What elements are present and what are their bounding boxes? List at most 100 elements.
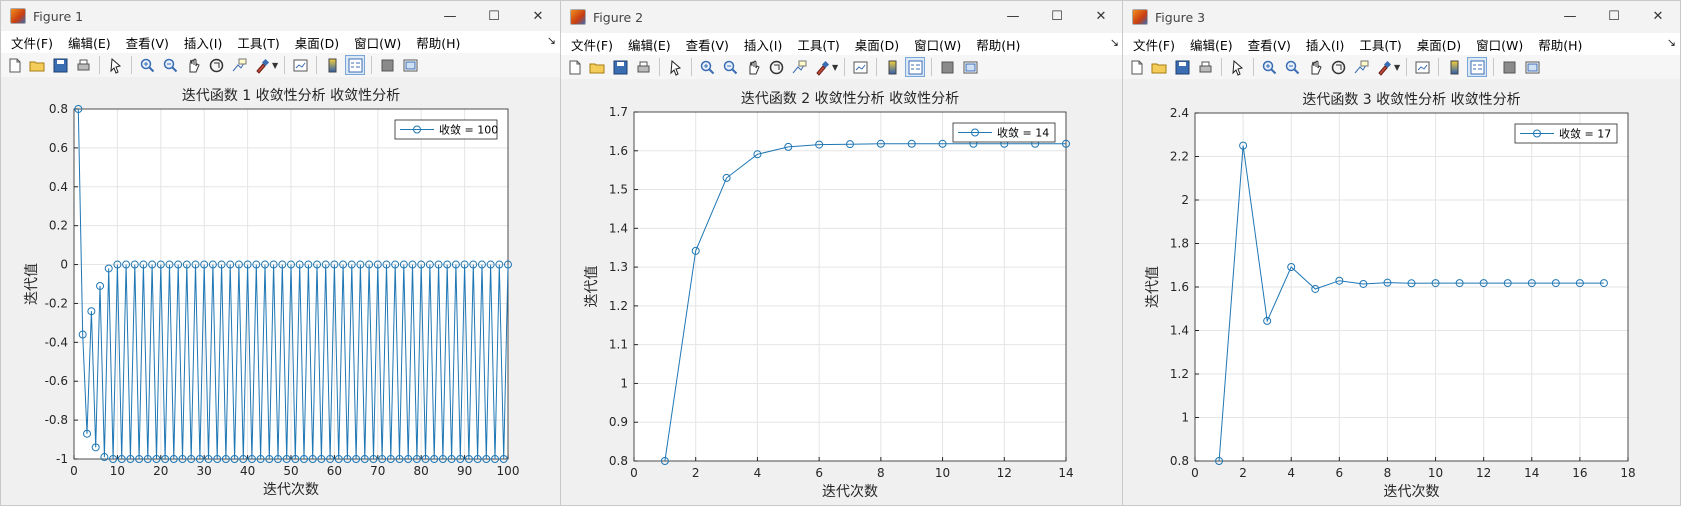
show-plot-tools-icon[interactable]	[400, 55, 420, 75]
menu-item[interactable]: 工具(T)	[1359, 37, 1402, 53]
data-cursor-icon[interactable]	[1351, 57, 1371, 77]
menu-item[interactable]: 编辑(E)	[1189, 37, 1233, 53]
colorbar-icon[interactable]	[882, 57, 902, 77]
brush-icon[interactable]	[1374, 57, 1394, 77]
data-cursor-icon[interactable]	[229, 55, 249, 75]
brush-icon[interactable]	[252, 55, 272, 75]
menu-item[interactable]: 查看(V)	[125, 35, 169, 51]
pointer-icon[interactable]	[665, 57, 685, 77]
close-button[interactable]: ✕	[1095, 8, 1107, 24]
zoom-out-icon[interactable]	[160, 55, 180, 75]
figure-canvas[interactable]: 0 2 4 6 8 10 12 14 0.8 0.9 1 1.1 1.2 1.3 1.4 1.5 1.6 1.7 迭…	[561, 79, 1123, 505]
menu-item[interactable]: 插入(I)	[183, 35, 223, 51]
menu-item[interactable]: 工具(T)	[797, 37, 840, 53]
menu-item[interactable]: 窗口(W)	[914, 37, 962, 53]
zoom-out-icon[interactable]	[720, 57, 740, 77]
close-button[interactable]: ✕	[532, 8, 544, 24]
convergence-chart[interactable]: 0 10 20 30 40 50 60 70 80 90 100 -1 -0.8 -0.6 -0.4 -0.2…	[1, 77, 561, 506]
print-icon[interactable]	[73, 55, 93, 75]
legend-icon[interactable]	[1467, 57, 1488, 77]
legend-icon[interactable]	[345, 55, 366, 75]
legend[interactable]: 收敛 = 14	[952, 122, 1056, 143]
hide-plot-tools-icon[interactable]	[377, 55, 397, 75]
new-figure-icon[interactable]	[564, 57, 584, 77]
maximize-button[interactable]: ☐	[1051, 8, 1063, 24]
title-bar[interactable]: Figure 1 — ☐ ✕	[1, 1, 560, 31]
zoom-in-icon[interactable]	[137, 55, 157, 75]
menu-item[interactable]: 文件(F)	[571, 37, 613, 53]
dropdown-arrow-icon[interactable]: ▼	[1394, 62, 1401, 72]
minimize-button[interactable]: —	[1563, 8, 1577, 24]
colorbar-icon[interactable]	[322, 55, 342, 75]
menu-item[interactable]: 桌面(D)	[854, 37, 900, 53]
menu-item[interactable]: 插入(I)	[743, 37, 783, 53]
plot-area[interactable]	[634, 112, 1066, 461]
print-icon[interactable]	[633, 57, 653, 77]
convergence-chart[interactable]: 0 2 4 6 8 10 12 14 0.8 0.9 1 1.1 1.2 1.3 1.4 1.5 1.6 1.7 迭…	[561, 79, 1124, 506]
zoom-in-icon[interactable]	[1259, 57, 1279, 77]
menu-item[interactable]: 窗口(W)	[354, 35, 402, 51]
save-icon[interactable]	[1172, 57, 1192, 77]
legend-icon[interactable]	[905, 57, 926, 77]
zoom-out-icon[interactable]	[1282, 57, 1302, 77]
menu-item[interactable]: 帮助(H)	[416, 35, 461, 51]
maximize-button[interactable]: ☐	[1608, 8, 1620, 24]
zoom-in-icon[interactable]	[697, 57, 717, 77]
show-plot-tools-icon[interactable]	[1522, 57, 1542, 77]
rotate-3d-icon[interactable]	[766, 57, 786, 77]
pan-icon[interactable]	[183, 55, 203, 75]
maximize-button[interactable]: ☐	[488, 8, 500, 24]
menu-item[interactable]: 编辑(E)	[627, 37, 671, 53]
menu-item[interactable]: 查看(V)	[1247, 37, 1291, 53]
close-button[interactable]: ✕	[1652, 8, 1664, 24]
pointer-icon[interactable]	[1227, 57, 1247, 77]
show-plot-tools-icon[interactable]	[960, 57, 980, 77]
new-figure-icon[interactable]	[4, 55, 24, 75]
open-file-icon[interactable]	[587, 57, 607, 77]
open-file-icon[interactable]	[27, 55, 47, 75]
minimize-button[interactable]: —	[443, 8, 457, 24]
open-file-icon[interactable]	[1149, 57, 1169, 77]
menu-overflow-arrow-icon[interactable]: ↘	[1109, 36, 1119, 49]
rotate-3d-icon[interactable]	[1328, 57, 1348, 77]
menu-overflow-arrow-icon[interactable]: ↘	[1666, 36, 1676, 49]
hide-plot-tools-icon[interactable]	[937, 57, 957, 77]
dropdown-arrow-icon[interactable]: ▼	[832, 62, 839, 72]
link-plot-icon[interactable]	[850, 57, 870, 77]
menu-item[interactable]: 窗口(W)	[1476, 37, 1524, 53]
figure-canvas[interactable]: 0 2 4 6 8 10 12 14 16 18 0.8 1 1.2 1.4 1.6 1.8 2 2.2 2.4 迭代…	[1123, 79, 1680, 505]
rotate-3d-icon[interactable]	[206, 55, 226, 75]
link-plot-icon[interactable]	[1412, 57, 1432, 77]
print-icon[interactable]	[1195, 57, 1215, 77]
pan-icon[interactable]	[743, 57, 763, 77]
save-icon[interactable]	[50, 55, 70, 75]
hide-plot-tools-icon[interactable]	[1499, 57, 1519, 77]
menu-item[interactable]: 帮助(H)	[976, 37, 1021, 53]
menu-item[interactable]: 桌面(D)	[294, 35, 340, 51]
colorbar-icon[interactable]	[1444, 57, 1464, 77]
menu-item[interactable]: 文件(F)	[1133, 37, 1175, 53]
legend[interactable]: 收敛 = 100	[394, 119, 498, 140]
dropdown-arrow-icon[interactable]: ▼	[272, 60, 279, 70]
legend[interactable]: 收敛 = 17	[1514, 123, 1618, 144]
title-bar[interactable]: Figure 3 — ☐ ✕	[1123, 1, 1680, 33]
convergence-chart[interactable]: 0 2 4 6 8 10 12 14 16 18 0.8 1 1.2 1.4 1.6 1.8 2 2.2 2.4 迭代…	[1123, 79, 1681, 506]
data-cursor-icon[interactable]	[789, 57, 809, 77]
save-icon[interactable]	[610, 57, 630, 77]
menu-item[interactable]: 帮助(H)	[1538, 37, 1583, 53]
menu-item[interactable]: 桌面(D)	[1416, 37, 1462, 53]
menu-item[interactable]: 文件(F)	[11, 35, 53, 51]
menu-item[interactable]: 编辑(E)	[67, 35, 111, 51]
link-plot-icon[interactable]	[290, 55, 310, 75]
brush-icon[interactable]	[812, 57, 832, 77]
figure-canvas[interactable]: 0 10 20 30 40 50 60 70 80 90 100 -1 -0.8 -0.6 -0.4 -0.2…	[1, 77, 560, 505]
menu-item[interactable]: 插入(I)	[1305, 37, 1345, 53]
title-bar[interactable]: Figure 2 — ☐ ✕	[561, 1, 1123, 33]
menu-overflow-arrow-icon[interactable]: ↘	[546, 34, 556, 47]
new-figure-icon[interactable]	[1126, 57, 1146, 77]
menu-item[interactable]: 查看(V)	[685, 37, 729, 53]
menu-item[interactable]: 工具(T)	[237, 35, 280, 51]
minimize-button[interactable]: —	[1006, 8, 1020, 24]
pointer-icon[interactable]	[105, 55, 125, 75]
pan-icon[interactable]	[1305, 57, 1325, 77]
